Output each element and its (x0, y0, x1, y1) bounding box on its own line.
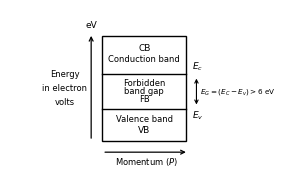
Text: Momentum ($P$): Momentum ($P$) (115, 156, 178, 168)
Text: VB: VB (138, 126, 150, 135)
Text: in electron: in electron (42, 84, 87, 93)
Text: CB: CB (138, 44, 150, 53)
Text: $E_G = (E_C - E_v) > 6$ eV: $E_G = (E_C - E_v) > 6$ eV (200, 87, 275, 97)
Text: $E_v$: $E_v$ (192, 109, 204, 122)
Text: FB: FB (139, 95, 150, 104)
Text: Energy: Energy (50, 70, 80, 79)
Text: band gap: band gap (124, 87, 164, 96)
Text: $E_c$: $E_c$ (192, 60, 203, 73)
Text: Forbidden: Forbidden (123, 79, 166, 88)
Bar (102, 36, 186, 141)
Text: Conduction band: Conduction band (108, 55, 180, 64)
Text: volts: volts (55, 98, 75, 107)
Text: eV: eV (85, 21, 97, 30)
Text: Valence band: Valence band (116, 115, 173, 124)
